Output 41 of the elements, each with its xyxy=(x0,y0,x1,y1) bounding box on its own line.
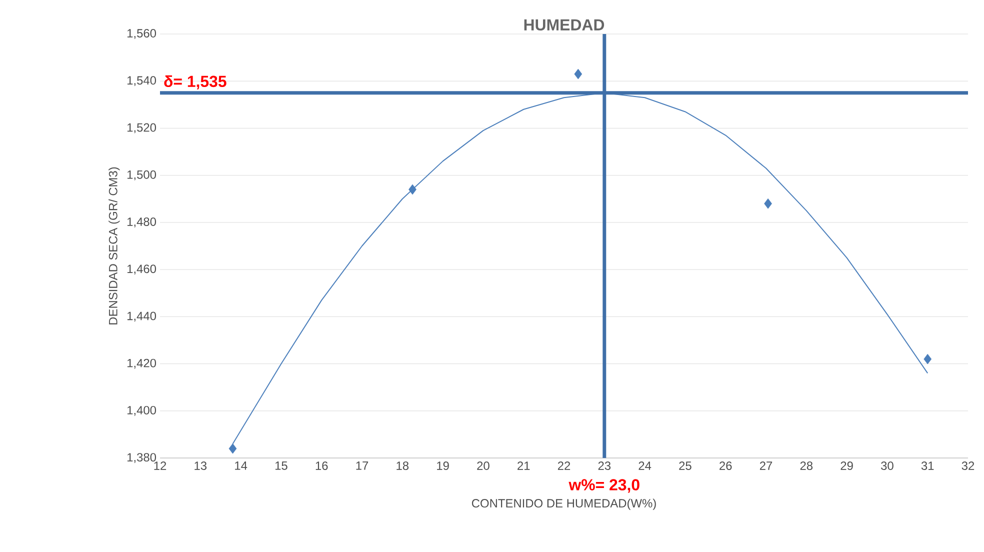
x-tick-label: 24 xyxy=(638,462,652,470)
y-tick-label: 1,420 xyxy=(127,358,156,369)
x-tick-label: 14 xyxy=(235,462,248,470)
x-tick-label: 23 xyxy=(598,462,611,470)
x-tick-label: 19 xyxy=(437,462,449,470)
x-axis-title: CONTENIDO DE HUMEDAD(W%) xyxy=(472,498,656,510)
point xyxy=(924,354,932,364)
x-tick-label: 26 xyxy=(720,462,732,470)
x-tick-label: 30 xyxy=(881,462,894,470)
y-tick-label: 1,560 xyxy=(127,29,156,39)
y-tick-label: 1,520 xyxy=(127,123,156,134)
point xyxy=(228,443,237,454)
point xyxy=(764,198,772,209)
x-tick-label: 12 xyxy=(154,462,166,470)
x-tick-label: 28 xyxy=(800,462,813,470)
y-tick-label: 1,480 xyxy=(127,218,156,228)
x-tick-label: 27 xyxy=(760,462,772,470)
y-tick-label: 1,400 xyxy=(127,406,156,416)
ref-line-label: δ= 1,535 xyxy=(164,75,226,90)
y-tick-label: 1,460 xyxy=(127,264,156,274)
x-tick-label: 18 xyxy=(396,462,409,470)
x-tick-label: 22 xyxy=(558,462,570,470)
x-tick-label: 16 xyxy=(316,462,328,470)
x-tick-label: 29 xyxy=(840,462,853,470)
y-tick-label: 1,500 xyxy=(127,170,156,180)
x-tick-label: 25 xyxy=(679,462,692,470)
x-tick-label: 20 xyxy=(477,462,490,470)
y-tick-label: 1,540 xyxy=(127,76,156,86)
x-tick-label: 21 xyxy=(518,462,530,470)
x-tick-label: 15 xyxy=(275,462,288,470)
ref-line-label: w%= 23,0 xyxy=(568,479,640,493)
y-tick-label: 1,440 xyxy=(127,312,156,322)
x-tick-label: 13 xyxy=(194,462,207,470)
y-tick-label: 1,380 xyxy=(127,453,156,463)
x-tick-label: 17 xyxy=(356,462,368,470)
point xyxy=(574,68,582,80)
chart-title: HUMEDAD xyxy=(524,19,604,30)
point xyxy=(408,184,416,195)
x-tick-label: 32 xyxy=(962,462,974,470)
x-tick-label: 31 xyxy=(921,462,934,470)
y-axis-title: DENSIDAD SECA (GR/ CM3) xyxy=(108,167,120,324)
